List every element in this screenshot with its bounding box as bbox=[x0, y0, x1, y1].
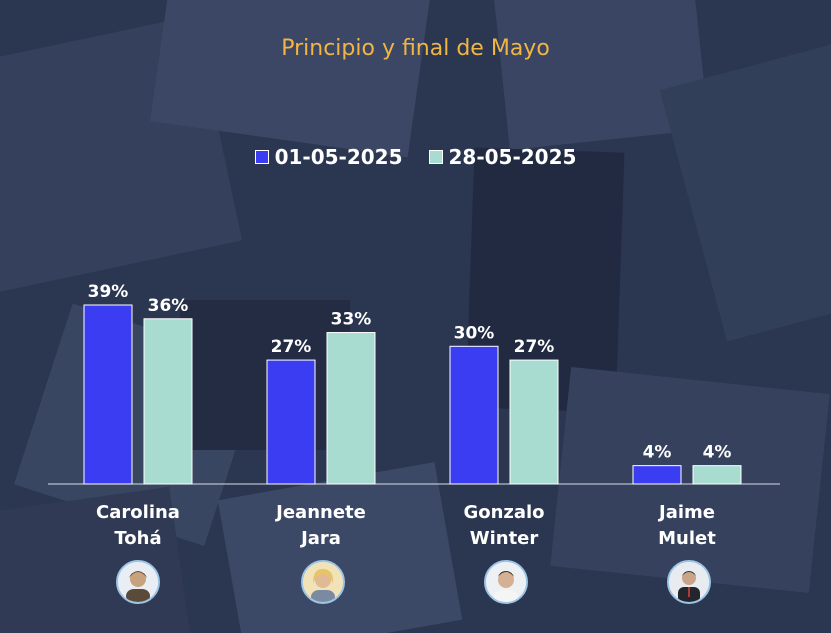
legend: 01-05-2025 28-05-2025 bbox=[0, 145, 831, 169]
data-label-1-2: 30% bbox=[454, 323, 495, 343]
bar-2-3 bbox=[692, 465, 742, 485]
data-label-1-1: 27% bbox=[271, 337, 312, 357]
data-label-1-3: 4% bbox=[643, 443, 672, 463]
bar-1-2 bbox=[449, 345, 499, 485]
bar-2-0 bbox=[143, 318, 193, 485]
data-label-2-1: 33% bbox=[331, 310, 372, 330]
category-label-0-line-1: Tohá bbox=[114, 528, 161, 549]
avatar-gonzalo-winter bbox=[484, 560, 528, 604]
category-label-3-line-0: Jaime bbox=[657, 502, 715, 523]
legend-item-series-2: 28-05-2025 bbox=[428, 145, 577, 169]
bar-1-0 bbox=[83, 304, 133, 485]
legend-label-series-1: 01-05-2025 bbox=[274, 145, 403, 169]
bar-2-1 bbox=[326, 332, 376, 485]
bar-1-1 bbox=[266, 359, 316, 485]
avatar-jaime-mulet bbox=[667, 560, 711, 604]
data-label-2-0: 36% bbox=[148, 296, 189, 316]
data-label-2-2: 27% bbox=[514, 337, 555, 357]
data-label-1-0: 39% bbox=[88, 282, 129, 302]
category-label-1-line-1: Jara bbox=[299, 528, 341, 549]
category-label-1-line-0: Jeannete bbox=[274, 502, 366, 523]
bar-2-2 bbox=[509, 359, 559, 485]
category-label-0-line-0: Carolina bbox=[96, 502, 180, 523]
legend-item-series-1: 01-05-2025 bbox=[254, 145, 403, 169]
bar-1-3 bbox=[632, 465, 682, 485]
avatar-carolina-toha bbox=[116, 560, 160, 604]
legend-swatch-series-2 bbox=[428, 150, 443, 164]
legend-label-series-2: 28-05-2025 bbox=[448, 145, 577, 169]
data-label-2-3: 4% bbox=[703, 443, 732, 463]
chart-title: Principio y final de Mayo bbox=[281, 36, 550, 61]
category-label-2-line-0: Gonzalo bbox=[463, 502, 544, 523]
avatar-jeannete-jara bbox=[301, 560, 345, 604]
category-label-3-line-1: Mulet bbox=[658, 528, 716, 549]
category-label-2-line-1: Winter bbox=[470, 528, 539, 549]
legend-swatch-series-1 bbox=[254, 150, 269, 164]
